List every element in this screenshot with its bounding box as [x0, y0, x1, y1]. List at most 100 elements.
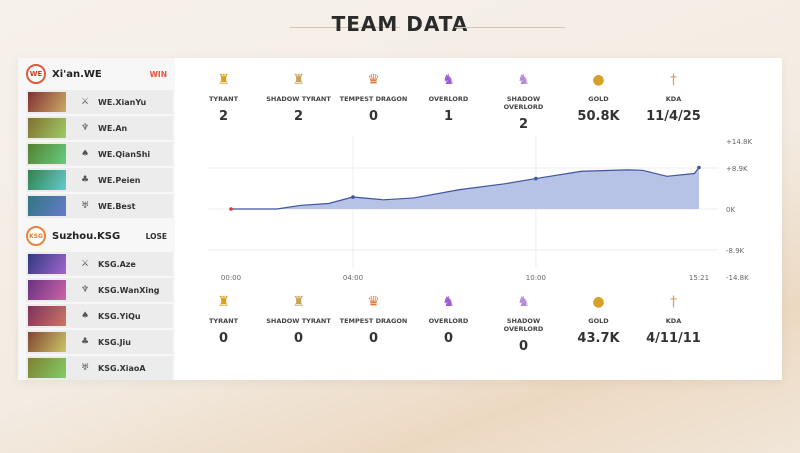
stat-value: 2: [293, 109, 304, 124]
stat-value: 11/4/25: [646, 109, 701, 124]
tempest-dragon-icon: ♛: [367, 294, 380, 310]
player-name: WE.QianShi: [98, 149, 151, 159]
stat-value: 50.8K: [577, 109, 620, 124]
data-point: [229, 207, 233, 211]
player-row[interactable]: ♠ KSG.YiQu: [26, 304, 173, 328]
hero-avatar: [28, 280, 66, 300]
x-tick-label: 00:00: [221, 274, 241, 282]
player-name: WE.XianYu: [98, 97, 147, 107]
gold-diff-area: [231, 167, 699, 209]
player-row[interactable]: ♆ KSG.WanXing: [26, 278, 173, 302]
x-tick-label: 04:00: [343, 274, 363, 282]
player-name: KSG.Aze: [98, 259, 136, 269]
stat-label: GOLD: [588, 95, 609, 103]
y-tick-label: -14.8K: [726, 274, 749, 282]
stat-value: 0: [368, 109, 379, 124]
support-icon: ♣: [80, 337, 90, 347]
stat-shadow-tyrant: ♜ SHADOW TYRANT 2: [261, 72, 336, 132]
y-tick-label: +8.9K: [726, 165, 748, 173]
swords-icon: ⚔: [80, 97, 90, 107]
player-row[interactable]: ♣ KSG.Jiu: [26, 330, 173, 354]
player-row[interactable]: ⚔ KSG.Aze: [26, 252, 173, 276]
team-data-card: WE Xi'an.WE WIN ⚔ WE.XianYu ♆ WE.An ♠ WE.QianShi…: [18, 58, 782, 380]
player-name: KSG.YiQu: [98, 311, 141, 321]
y-tick-label: +14.8K: [726, 138, 752, 146]
stat-value: 4/11/11: [646, 331, 701, 346]
mid-icon: ♠: [80, 149, 90, 159]
stat-tyrant: ♜ TYRANT 2: [186, 72, 261, 132]
hero-avatar: [28, 254, 66, 274]
team-logo: WE: [26, 64, 46, 84]
player-row[interactable]: ♅ KSG.XiaoA: [26, 356, 173, 380]
marksman-icon: ♅: [80, 201, 90, 211]
data-point: [351, 195, 355, 199]
team-header: KSG Suzhou.KSG LOSE: [18, 220, 175, 252]
stat-value: 0: [218, 331, 229, 346]
tempest-dragon-icon: ♛: [367, 72, 380, 88]
stat-label: KDA: [665, 317, 682, 325]
stat-kda: † KDA 4/11/11: [636, 294, 711, 354]
hero-avatar: [28, 118, 66, 138]
hero-avatar: [28, 332, 66, 352]
stat-value: 2: [518, 117, 529, 132]
player-name: WE.Peien: [98, 175, 141, 185]
player-row[interactable]: ♅ WE.Best: [26, 194, 173, 218]
stat-gold: ● GOLD 43.7K: [561, 294, 636, 354]
stat-shadow-tyrant: ♜ SHADOW TYRANT 0: [261, 294, 336, 354]
marksman-icon: ♅: [80, 363, 90, 373]
stat-value: 43.7K: [577, 331, 620, 346]
overlord-icon: ♞: [442, 72, 455, 88]
player-row[interactable]: ♣ WE.Peien: [26, 168, 173, 192]
overlord-icon: ♞: [442, 294, 455, 310]
hero-avatar: [28, 358, 66, 378]
stat-gold: ● GOLD 50.8K: [561, 72, 636, 132]
shadow-overlord-icon: ♞: [517, 294, 530, 310]
data-point: [534, 176, 538, 181]
player-row[interactable]: ♆ WE.An: [26, 116, 173, 140]
stat-value: 2: [218, 109, 229, 124]
stat-tyrant: ♜ TYRANT 0: [186, 294, 261, 354]
stat-value: 0: [368, 331, 379, 346]
stat-label: OVERLORD: [428, 95, 469, 103]
player-row[interactable]: ♠ WE.QianShi: [26, 142, 173, 166]
stat-label: SHADOW TYRANT: [266, 95, 331, 103]
data-point: [697, 165, 701, 170]
stat-label: GOLD: [588, 317, 609, 325]
jungle-icon: ♆: [80, 123, 90, 133]
stat-label: TYRANT: [208, 317, 239, 325]
team-logo: KSG: [26, 226, 46, 246]
stats-top: ♜ TYRANT 2 ♜ SHADOW TYRANT 2 ♛ TEMPEST DRAGON 0 ♞…: [186, 72, 746, 132]
player-name: KSG.XiaoA: [98, 363, 146, 373]
jungle-icon: ♆: [80, 285, 90, 295]
stat-value: 1: [443, 109, 454, 124]
stat-kda: † KDA 11/4/25: [636, 72, 711, 132]
page-title: TEAM DATA: [331, 12, 469, 36]
stat-label: TEMPEST DRAGON: [339, 95, 408, 103]
hero-avatar: [28, 196, 66, 216]
title-divider-left: [290, 27, 400, 28]
stat-label: TYRANT: [208, 95, 239, 103]
player-name: KSG.WanXing: [98, 285, 160, 295]
x-tick-label: 15:21: [689, 274, 709, 282]
team-name: Suzhou.KSG: [52, 230, 121, 242]
team-name: Xi'an.WE: [52, 68, 102, 80]
x-tick-label: 10:00: [526, 274, 546, 282]
stat-label: OVERLORD: [428, 317, 469, 325]
player-name: WE.An: [98, 123, 128, 133]
player-name: WE.Best: [98, 201, 136, 211]
stat-shadow-overlord: ♞ SHADOW OVERLORD 2: [486, 72, 561, 132]
stat-overlord: ♞ OVERLORD 0: [411, 294, 486, 354]
stat-label: KDA: [665, 95, 682, 103]
stat-overlord: ♞ OVERLORD 1: [411, 72, 486, 132]
stat-label: SHADOW OVERLORD: [503, 95, 544, 111]
y-tick-label: 0K: [726, 206, 735, 214]
kda-icon: †: [670, 294, 677, 310]
swords-icon: ⚔: [80, 259, 90, 269]
stat-label: TEMPEST DRAGON: [339, 317, 408, 325]
gold-icon: ●: [592, 294, 605, 310]
player-row[interactable]: ⚔ WE.XianYu: [26, 90, 173, 114]
kda-icon: †: [670, 72, 677, 88]
tyrant-icon: ♜: [217, 294, 230, 310]
shadow-overlord-icon: ♞: [517, 72, 530, 88]
hero-avatar: [28, 144, 66, 164]
